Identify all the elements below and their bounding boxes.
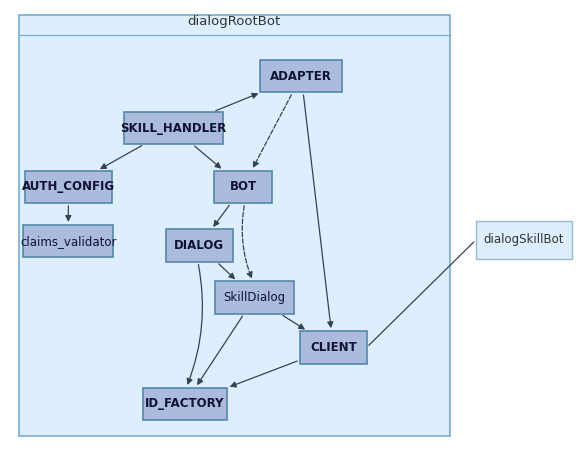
FancyBboxPatch shape xyxy=(19,15,450,435)
Text: dialogRootBot: dialogRootBot xyxy=(188,15,281,28)
Text: DIALOG: DIALOG xyxy=(174,239,225,252)
FancyBboxPatch shape xyxy=(260,60,342,92)
Text: ADAPTER: ADAPTER xyxy=(270,70,332,82)
Text: claims_validator: claims_validator xyxy=(20,235,116,248)
FancyBboxPatch shape xyxy=(215,281,294,314)
Text: SkillDialog: SkillDialog xyxy=(223,291,285,304)
Text: SKILL_HANDLER: SKILL_HANDLER xyxy=(120,121,226,135)
FancyBboxPatch shape xyxy=(123,112,223,144)
FancyBboxPatch shape xyxy=(25,171,112,203)
Text: BOT: BOT xyxy=(229,180,257,193)
Text: ID_FACTORY: ID_FACTORY xyxy=(145,397,225,410)
FancyBboxPatch shape xyxy=(143,388,227,420)
Text: CLIENT: CLIENT xyxy=(310,341,357,354)
FancyBboxPatch shape xyxy=(214,171,272,203)
Text: dialogSkillBot: dialogSkillBot xyxy=(484,233,564,247)
FancyBboxPatch shape xyxy=(23,225,113,258)
Text: AUTH_CONFIG: AUTH_CONFIG xyxy=(22,180,115,193)
FancyBboxPatch shape xyxy=(300,331,367,364)
FancyBboxPatch shape xyxy=(476,221,572,259)
FancyBboxPatch shape xyxy=(166,229,233,262)
